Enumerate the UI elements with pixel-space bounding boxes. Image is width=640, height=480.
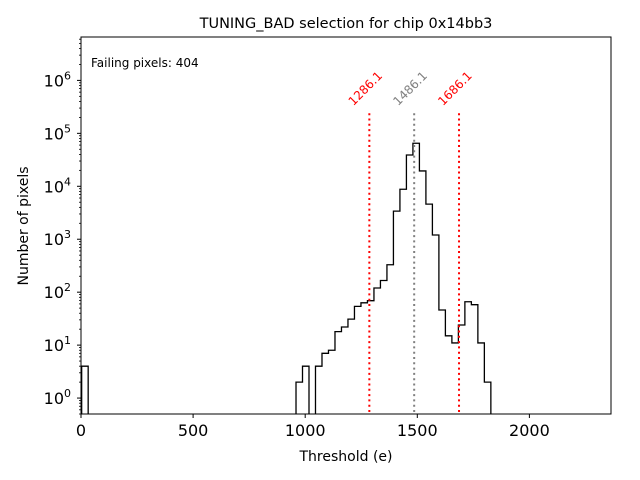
y-tick-label: 101 — [44, 334, 71, 355]
histogram-bin — [380, 281, 386, 414]
histogram-bin — [426, 204, 432, 414]
x-tick-label: 2000 — [509, 421, 550, 440]
histogram-bin — [452, 343, 458, 414]
histogram-run — [314, 142, 492, 414]
histogram-bin — [296, 382, 302, 414]
threshold-line-label: 1486.1 — [390, 69, 430, 109]
histogram-bin — [387, 265, 393, 414]
histogram-bin — [322, 353, 328, 414]
histogram-bin — [341, 327, 347, 414]
histogram-bin — [348, 319, 354, 414]
chart-title: TUNING_BAD selection for chip 0x14bb3 — [199, 16, 493, 32]
histogram-bin — [82, 366, 88, 414]
y-tick-label: 100 — [44, 387, 71, 408]
histogram-bin — [432, 235, 438, 414]
histogram-bin — [445, 336, 451, 414]
histogram-bin — [361, 303, 367, 414]
x-axis-label: Threshold (e) — [299, 449, 393, 465]
x-tick-label: 0 — [76, 421, 86, 440]
y-axis-ticks: 100 101 102 103 104 105 106 — [44, 38, 81, 415]
threshold-line-label: 1286.1 — [346, 69, 386, 109]
histogram-bin — [465, 302, 471, 414]
histogram-bin — [471, 305, 477, 414]
histogram-bin — [419, 171, 425, 414]
y-tick-label: 103 — [44, 228, 71, 249]
histogram-bin — [328, 350, 334, 414]
axes-frame — [80, 36, 612, 415]
histogram-steps — [81, 142, 492, 414]
y-axis-label: Number of pixels — [16, 166, 32, 285]
histogram-bin — [393, 211, 399, 414]
histogram-bin — [374, 288, 380, 414]
y-tick-label: 104 — [44, 175, 71, 196]
y-tick-label: 106 — [44, 69, 71, 90]
histogram-bin — [484, 382, 490, 414]
y-tick-label: 105 — [44, 122, 71, 143]
x-tick-label: 500 — [178, 421, 209, 440]
histogram-run — [81, 365, 89, 414]
histogram-bin — [303, 366, 309, 414]
histogram-bin — [439, 310, 445, 414]
x-tick-label: 1000 — [285, 421, 326, 440]
y-tick-label: 102 — [44, 281, 71, 302]
failing-pixels-annotation: Failing pixels: 404 — [91, 56, 199, 70]
histogram-bin — [478, 343, 484, 414]
histogram-bin — [335, 332, 341, 414]
x-axis-ticks: 0 500 1000 1500 2000 — [76, 414, 550, 440]
threshold-lines: 1286.1 1486.1 1686.1 — [346, 69, 475, 414]
histogram-bin — [400, 189, 406, 414]
threshold-line-label: 1686.1 — [435, 69, 475, 109]
x-tick-label: 1500 — [397, 421, 438, 440]
histogram-bin — [406, 155, 412, 414]
histogram-bin — [315, 366, 321, 414]
histogram-run — [295, 365, 310, 414]
histogram-bin — [354, 306, 360, 414]
